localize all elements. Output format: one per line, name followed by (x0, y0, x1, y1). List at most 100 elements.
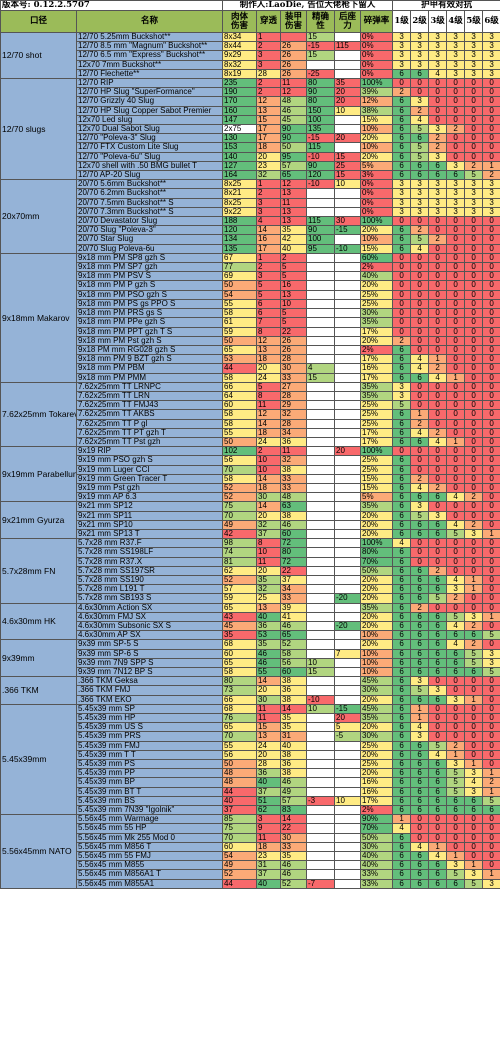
stat-cell: 10% (360, 648, 394, 659)
armor-class-cell: 6 (410, 630, 430, 641)
stat-cell: 14 (256, 676, 282, 687)
stat-cell (306, 492, 336, 503)
armor-class-cell: 2 (428, 142, 448, 153)
stat-cell: 33 (280, 482, 308, 494)
stat-cell: 58 (222, 409, 258, 420)
armor-class-cell: 0 (410, 832, 430, 843)
armor-class-cell: 5 (464, 170, 484, 181)
armor-class-cell: 0 (428, 298, 448, 310)
armor-class-cell: 6 (428, 584, 448, 595)
armor-class-cell: 6 (392, 160, 412, 172)
armor-class-cell: 5 (446, 528, 466, 540)
armor-class-cell: 0 (482, 381, 500, 392)
stat-cell: -5 (334, 731, 362, 742)
stat-cell: 153 (222, 142, 258, 153)
armor-class-cell: 6 (428, 648, 448, 659)
stat-cell: 20% (360, 225, 394, 236)
table-row: 9x18 mm PM PS gs PPO S 55 6 10 25% 0 0 0 0 0 0 (1, 298, 500, 310)
stat-cell: 50 (222, 280, 258, 291)
armor-class-cell: 0 (410, 446, 430, 457)
armor-class-cell: 0 (464, 482, 484, 494)
stat-cell: 15 (306, 667, 336, 678)
armor-class-cell: 6 (392, 703, 412, 715)
stat-cell: 102 (222, 446, 258, 457)
armor-class-cell: 1 (482, 528, 500, 540)
ammo-name: 5.45x39 mm PP (75, 768, 224, 779)
stat-cell: 4 (306, 363, 336, 374)
armor-class-cell: 5 (410, 151, 430, 162)
ammo-name: 9x18 mm PM SP7 gzh (75, 262, 224, 273)
armor-class-cell: 4 (446, 574, 466, 586)
stat-cell: 15% (360, 473, 394, 484)
stat-cell: 20% (360, 593, 394, 604)
stat-cell: 2 (256, 262, 282, 273)
armor-class-cell: 6 (410, 170, 430, 181)
stat-cell: 44 (222, 363, 258, 374)
armor-class-cell: 3 (482, 59, 500, 70)
armor-class-cell: 3 (410, 41, 430, 52)
stat-cell: 61 (222, 317, 258, 328)
stat-cell: 135 (222, 243, 258, 254)
stat-cell (334, 851, 362, 862)
stat-cell: 24 (256, 740, 282, 751)
stat-cell: 52 (280, 878, 308, 889)
stat-cell (306, 713, 336, 724)
armor-class-cell: 0 (446, 556, 466, 567)
armor-class-cell: 6 (410, 160, 430, 172)
stat-cell: 29 (280, 400, 308, 411)
stat-cell: 50 (222, 436, 258, 448)
armor-class-cell: 0 (482, 740, 500, 751)
stat-cell: 35 (334, 78, 362, 89)
stat-cell: 25% (360, 418, 394, 429)
stat-cell (306, 390, 336, 402)
armor-class-cell: 2 (410, 418, 430, 429)
armor-class-cell: 6 (392, 878, 412, 889)
stat-cell: 2 (256, 41, 282, 52)
stat-cell: 37 (256, 528, 282, 540)
stat-cell (306, 777, 336, 788)
armor-class-cell: 0 (428, 78, 448, 89)
stat-cell (306, 869, 336, 880)
table-row: 9x18mm Makarov 9x18 mm PM SP8 gzh S 67 1 2 60… (0, 252, 500, 383)
armor-class-cell: 6 (428, 620, 448, 632)
stat-cell (306, 464, 336, 475)
stat-cell: 100% (360, 446, 394, 457)
armor-class-cell: 0 (464, 280, 484, 291)
stat-cell: 37 (256, 786, 282, 797)
stat-cell: 42 (280, 234, 308, 245)
armor-class-cell: 5 (410, 234, 430, 245)
stat-cell: -15 (334, 703, 362, 715)
stat-cell: 90 (306, 225, 336, 236)
stat-cell (334, 768, 362, 779)
stat-cell: -15 (334, 225, 362, 236)
armor-class-cell: 6 (410, 795, 430, 807)
armor-class-cell: 6 (428, 639, 448, 650)
armor-class-cell: 0 (410, 216, 430, 227)
stat-cell: 35 (256, 574, 282, 586)
stat-cell (306, 841, 336, 853)
ammo-name: 9x18 mm PM PMM (75, 372, 224, 383)
stat-cell: 72 (280, 556, 308, 567)
stat-cell: 28 (256, 759, 282, 770)
stat-cell: 13 (256, 731, 282, 742)
armor-class-cell: 0 (464, 446, 484, 457)
stat-cell: 98 (222, 538, 258, 549)
armor-class-cell: 0 (446, 547, 466, 558)
armor-class-cell: 0 (482, 851, 500, 862)
armor-class-cell: 2 (464, 492, 484, 503)
ammo-name: 4.6x30mm AP SX (75, 630, 224, 641)
stat-cell (334, 31, 362, 43)
stat-cell: 17% (360, 326, 394, 337)
table-row: 5.56x45 mm M855A1 44 40 52 -7 33% 6 6 6 6 5 3 (1, 878, 500, 889)
stat-cell: 64 (222, 390, 258, 402)
stat-cell (334, 547, 362, 558)
armor-class-cell: 0 (410, 289, 430, 300)
stat-cell: 90% (360, 814, 394, 825)
stat-cell: 15 (256, 114, 282, 126)
stat-cell: 58 (222, 372, 258, 383)
armor-class-cell: 6 (392, 648, 412, 659)
stat-cell: -7 (306, 878, 336, 889)
armor-class-cell: 6 (392, 455, 412, 466)
stat-cell (334, 252, 362, 264)
col-armor-dmg: 装甲 伤害 (280, 10, 308, 33)
